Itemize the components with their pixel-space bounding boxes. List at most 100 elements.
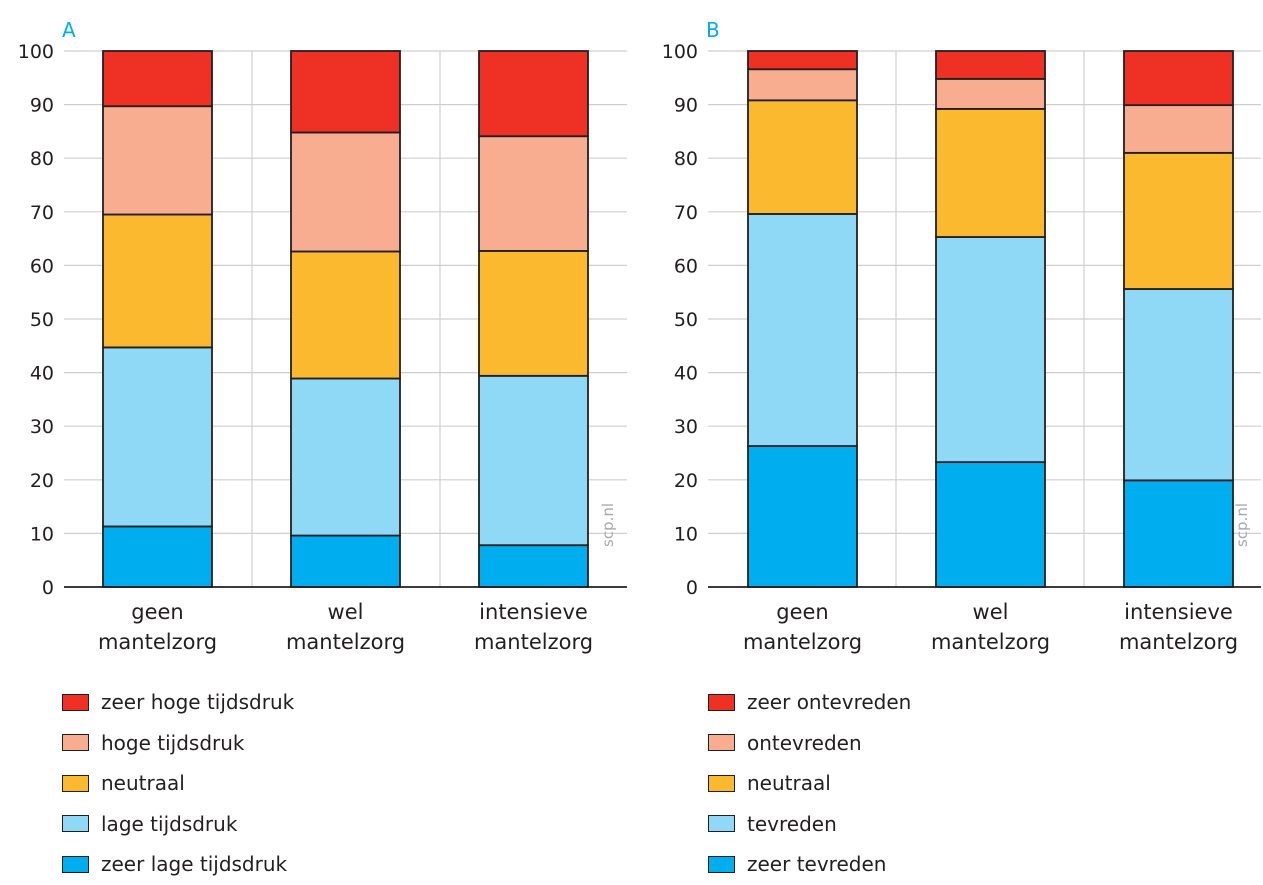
panel-a-bar-segment (102, 525, 213, 588)
panel-b-bar-segment (1123, 104, 1234, 154)
panel-b-ytick-label: 30 (674, 416, 698, 438)
legend-item: lage tijdsdruk (62, 804, 294, 845)
panel-a-category-label: intensieve (479, 600, 588, 624)
panel-a-bar-segment (290, 250, 401, 380)
legend-swatch (708, 855, 735, 873)
panel-b-bar-segment (935, 107, 1046, 238)
panel-a-bar-segment (290, 50, 401, 134)
panel-a-category-label: mantelzorg (286, 630, 405, 654)
panel-a-watermark: scp.nl (599, 503, 617, 547)
panel-a-ytick-label: 60 (30, 255, 54, 277)
panel-a-bar-segment (478, 250, 589, 377)
panel-b-bar-segment (935, 77, 1046, 110)
panel-a-ytick-label: 20 (30, 470, 54, 492)
legend-label: tevreden (747, 811, 837, 836)
legend-swatch (62, 815, 89, 833)
panel-a-category-label: mantelzorg (98, 630, 217, 654)
panel-a-bar-segment (290, 534, 401, 588)
legend-label: neutraal (747, 771, 831, 796)
panel-a-ytick-label: 90 (30, 95, 54, 117)
panel-a-bar-segment (102, 346, 213, 528)
panel-b-bar-segment (935, 50, 1046, 80)
panel-b-ytick-label: 20 (674, 470, 698, 492)
panel-b-ytick-label: 50 (674, 309, 698, 331)
legend-label: zeer tevreden (747, 852, 887, 877)
panel-b-ytick-label: 0 (686, 577, 698, 599)
panel-b-category-label: intensieve (1124, 600, 1233, 624)
panel-b-bar-segment (1123, 151, 1234, 290)
panel-a-bar-segment (102, 105, 213, 216)
panel-a-ytick-label: 10 (30, 523, 54, 545)
legend-label: zeer ontevreden (747, 690, 912, 715)
panel-b-ytick-label: 100 (662, 41, 698, 63)
legend-label: zeer lage tijdsdruk (101, 852, 288, 877)
panel-a-bar-segment (290, 131, 401, 253)
legend-item: ontevreden (708, 723, 911, 764)
panel-a-ytick-label: 80 (30, 148, 54, 170)
panel-a-category-label: wel (328, 600, 364, 624)
legend-item: neutraal (62, 763, 294, 804)
legend-label: hoge tijdsdruk (101, 730, 245, 755)
panel-a-ytick-label: 50 (30, 309, 54, 331)
panel-a-category-label: mantelzorg (474, 630, 593, 654)
panel-b-bar-segment (1123, 479, 1234, 588)
panel-b-category-label: mantelzorg (931, 630, 1050, 654)
panel-a-ytick-label: 70 (30, 202, 54, 224)
panel-a-ytick-label: 100 (18, 41, 54, 63)
panel-b-ytick-label: 80 (674, 148, 698, 170)
panel-b-bar-segment (1123, 288, 1234, 482)
panel-a-bar-segment (478, 50, 589, 138)
legend-b: zeer ontevreden ontevreden neutraal tevrede… (708, 682, 911, 885)
legend-swatch (708, 693, 735, 711)
panel-b-bar-segment (747, 213, 858, 447)
panel-a-bar-segment (102, 213, 213, 349)
panel-b-category-label: mantelzorg (743, 630, 862, 654)
legend-label: ontevreden (747, 730, 862, 755)
panel-a-bar-segment (290, 377, 401, 537)
panel-b-ytick-label: 40 (674, 363, 698, 385)
legend-item: zeer hoge tijdsdruk (62, 682, 294, 723)
panel-b-bar-segment (747, 99, 858, 215)
legend-item: hoge tijdsdruk (62, 723, 294, 764)
panel-b-ytick-label: 70 (674, 202, 698, 224)
panel-b-category-label: mantelzorg (1119, 630, 1238, 654)
legend-swatch (708, 734, 735, 752)
legend-swatch (708, 774, 735, 792)
panel-b-watermark: scp.nl (1233, 503, 1251, 547)
panel-a-category-label: geen (131, 600, 183, 624)
legend-label: lage tijdsdruk (101, 811, 238, 836)
legend-swatch (62, 855, 89, 873)
panel-b-category-label: wel (973, 600, 1009, 624)
legend-item: zeer ontevreden (708, 682, 911, 723)
panel-a-label: A (62, 18, 76, 42)
panel-b-category-label: geen (776, 600, 828, 624)
panel-a-ytick-label: 40 (30, 363, 54, 385)
panel-a-ytick-label: 0 (42, 577, 54, 599)
panel-b-bar-segment (935, 236, 1046, 464)
panel-a-bar-segment (102, 50, 213, 108)
panel-b-ytick-label: 90 (674, 95, 698, 117)
legend-label: neutraal (101, 771, 185, 796)
legend-swatch (62, 734, 89, 752)
panel-b-ytick-label: 10 (674, 523, 698, 545)
panel-a-bar-segment (478, 544, 589, 588)
legend-swatch (62, 774, 89, 792)
panel-b-bar-segment (747, 445, 858, 588)
panel-b-bar-segment (747, 50, 858, 71)
panel-b-bar-segment (935, 461, 1046, 588)
legend-label: zeer hoge tijdsdruk (101, 690, 295, 715)
panel-a-ytick-label: 30 (30, 416, 54, 438)
panel-b-ytick-label: 60 (674, 255, 698, 277)
panel-b-bar-segment (1123, 50, 1234, 107)
legend-swatch (708, 815, 735, 833)
panel-b-label: B (706, 18, 720, 42)
legend-item: zeer lage tijdsdruk (62, 844, 294, 885)
panel-a-bar-segment (478, 374, 589, 547)
legend-item: zeer tevreden (708, 844, 911, 885)
legend-swatch (62, 693, 89, 711)
legend-a: zeer hoge tijdsdruk hoge tijdsdruk neutraa… (62, 682, 294, 885)
legend-item: neutraal (708, 763, 911, 804)
legend-item: tevreden (708, 804, 911, 845)
panel-b-bar-segment (747, 68, 858, 102)
